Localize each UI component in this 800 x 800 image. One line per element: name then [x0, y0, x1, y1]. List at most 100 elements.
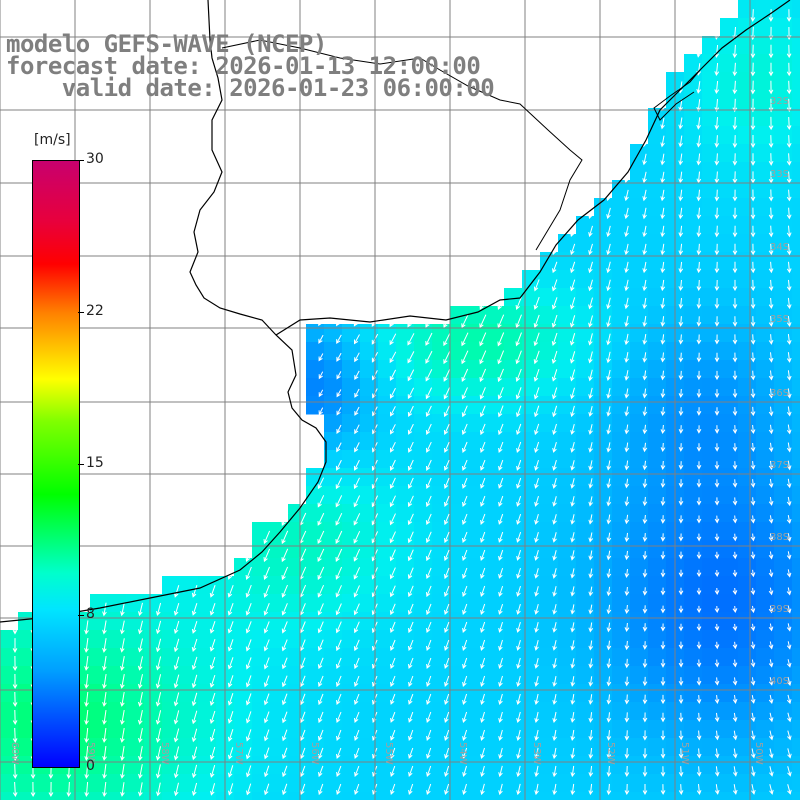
- wind-arrow: [786, 9, 792, 22]
- speed-cell: [288, 576, 307, 595]
- wind-arrow: [678, 352, 684, 363]
- speed-cell: [648, 216, 667, 235]
- wind-arrow: [750, 406, 756, 417]
- wind-arrow: [714, 279, 720, 292]
- wind-arrow: [714, 443, 720, 452]
- wind-arrow: [461, 387, 468, 400]
- speed-cell: [324, 522, 343, 541]
- wind-arrow: [642, 153, 647, 166]
- speed-cell: [720, 234, 739, 253]
- wind-arrow: [120, 692, 125, 707]
- wind-arrow: [389, 549, 396, 562]
- speed-cell: [558, 558, 577, 577]
- speed-cell: [504, 792, 523, 800]
- speed-cell: [540, 738, 559, 757]
- wind-arrow: [768, 587, 774, 596]
- speed-cell: [486, 684, 505, 703]
- wind-arrow: [552, 658, 557, 669]
- speed-cell: [198, 594, 217, 613]
- speed-cell: [360, 666, 379, 685]
- speed-cell: [414, 468, 433, 487]
- wind-arrow: [461, 368, 469, 382]
- speed-cell: [702, 540, 721, 559]
- speed-cell: [18, 720, 37, 739]
- speed-cell: [684, 324, 703, 343]
- speed-cell: [396, 630, 415, 649]
- wind-arrow: [606, 369, 611, 382]
- wind-arrow: [498, 423, 504, 436]
- speed-cell: [342, 540, 361, 559]
- speed-cell: [468, 774, 487, 793]
- speed-cell: [90, 792, 109, 800]
- speed-cell: [738, 162, 757, 181]
- wind-arrow: [606, 225, 611, 238]
- wind-arrow: [768, 388, 774, 399]
- wind-arrow: [696, 443, 702, 452]
- speed-cell: [504, 756, 523, 775]
- speed-cell: [738, 576, 757, 595]
- speed-cell: [450, 540, 469, 559]
- speed-cell: [234, 720, 253, 739]
- speed-cell: [18, 702, 37, 721]
- wind-arrow: [588, 676, 594, 687]
- speed-cell: [756, 342, 775, 361]
- wind-arrow: [642, 514, 648, 525]
- wind-arrow: [390, 783, 396, 795]
- wind-arrow: [336, 765, 342, 777]
- wind-arrow: [245, 566, 252, 580]
- wind-arrow: [606, 424, 611, 435]
- speed-cell: [612, 792, 631, 800]
- speed-cell: [180, 774, 199, 793]
- speed-cell: [792, 792, 800, 800]
- speed-cell: [738, 270, 757, 289]
- speed-cell: [738, 450, 757, 469]
- speed-cell: [324, 450, 343, 469]
- speed-cell: [792, 450, 800, 469]
- speed-cell: [342, 324, 361, 343]
- wind-arrow: [642, 496, 648, 507]
- wind-arrow: [588, 658, 594, 669]
- wind-arrow: [497, 314, 505, 329]
- speed-cell: [630, 162, 649, 181]
- speed-cell: [162, 720, 181, 739]
- longitude-label: 50W: [753, 742, 764, 765]
- wind-arrow: [750, 297, 756, 310]
- wind-arrow: [353, 585, 360, 598]
- speed-cell: [792, 594, 800, 613]
- wind-arrow: [606, 712, 612, 723]
- wind-arrow: [786, 352, 792, 363]
- speed-cell: [396, 504, 415, 523]
- speed-cell: [720, 684, 739, 703]
- speed-cell: [522, 702, 541, 721]
- wind-arrow: [660, 279, 666, 292]
- speed-cell: [630, 684, 649, 703]
- speed-cell: [288, 594, 307, 613]
- wind-arrow: [300, 407, 306, 416]
- speed-cell: [522, 630, 541, 649]
- wind-arrow: [354, 747, 360, 759]
- wind-arrow: [570, 405, 575, 418]
- speed-cell: [378, 378, 397, 397]
- wind-arrow: [462, 495, 468, 507]
- speed-cell: [738, 666, 757, 685]
- wind-arrow: [515, 368, 522, 382]
- speed-cell: [540, 594, 559, 613]
- wind-arrow: [120, 782, 125, 797]
- speed-cell: [630, 522, 649, 541]
- speed-cell: [738, 108, 757, 127]
- speed-cell: [792, 108, 800, 127]
- wind-arrow: [642, 676, 648, 687]
- wind-arrow: [317, 548, 325, 563]
- wind-arrow: [678, 189, 684, 202]
- wind-arrow: [191, 746, 198, 761]
- speed-cell: [432, 774, 451, 793]
- wind-arrow: [317, 566, 325, 580]
- wind-arrow: [498, 531, 504, 543]
- wind-arrow: [336, 424, 342, 434]
- wind-arrow: [714, 261, 720, 274]
- speed-cell: [342, 684, 361, 703]
- wind-arrow: [479, 332, 487, 347]
- wind-arrow: [624, 297, 629, 310]
- wind-arrow: [768, 442, 774, 453]
- wind-arrow: [353, 477, 360, 490]
